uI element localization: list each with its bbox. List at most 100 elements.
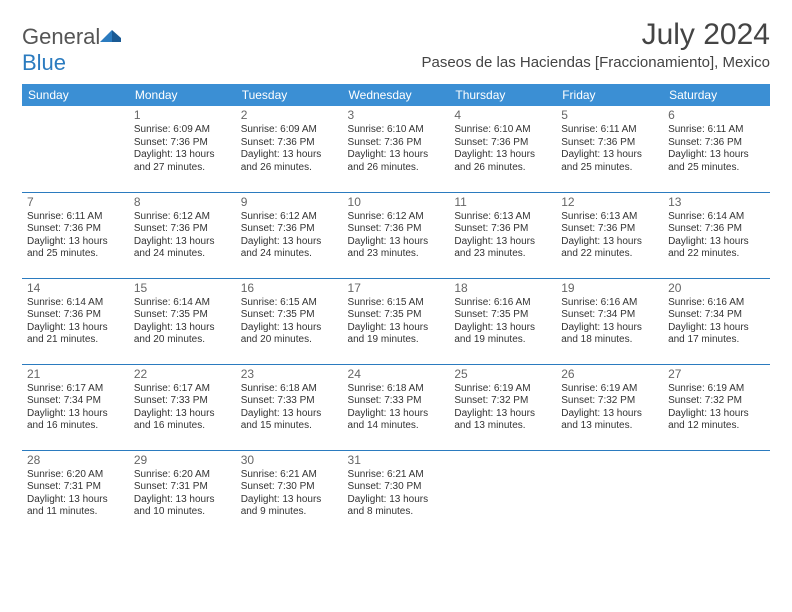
calendar-cell: 9Sunrise: 6:12 AMSunset: 7:36 PMDaylight…: [236, 192, 343, 278]
calendar-cell: [663, 450, 770, 536]
header: General Blue July 2024 Paseos de las Hac…: [22, 18, 770, 76]
day-info-line: Sunrise: 6:12 AM: [348, 211, 445, 224]
day-info-line: Sunset: 7:36 PM: [348, 223, 445, 236]
calendar-week: 21 Sunrise: 6:17 AM Sunset: 7:34 PM Dayligh…: [22, 364, 770, 450]
day-number: 3: [348, 108, 445, 123]
calendar-cell: 20Sunrise: 6:16 AMSunset: 7:34 PMDayligh…: [663, 278, 770, 364]
calendar-cell: 13Sunrise: 6:14 AMSunset: 7:36 PMDayligh…: [663, 192, 770, 278]
day-info-line: Daylight: 13 hours: [561, 322, 658, 335]
day-info-line: Sunset: 7:32 PM: [454, 395, 551, 408]
calendar-cell: 19Sunrise: 6:16 AMSunset: 7:34 PMDayligh…: [556, 278, 663, 364]
day-info-line: Sunset: 7:30 PM: [241, 481, 338, 494]
logo-mark-icon: [100, 26, 122, 44]
day-info-line: Sunrise: 6:17 AM: [134, 383, 231, 396]
day-info-line: and 16 minutes.: [27, 420, 124, 433]
day-info-line: and 13 minutes.: [454, 420, 551, 433]
logo-text: General Blue: [22, 24, 122, 76]
day-info-line: and 9 minutes.: [241, 506, 338, 519]
day-info-line: Daylight: 13 hours: [668, 322, 765, 335]
day-info-line: Sunset: 7:32 PM: [668, 395, 765, 408]
day-info-line: Daylight: 13 hours: [134, 236, 231, 249]
day-info-line: and 18 minutes.: [561, 334, 658, 347]
day-number: 26: [561, 367, 658, 382]
day-number: 25: [454, 367, 551, 382]
day-info-line: Sunset: 7:36 PM: [241, 223, 338, 236]
day-info-line: and 17 minutes.: [668, 334, 765, 347]
day-info-line: Sunset: 7:36 PM: [241, 137, 338, 150]
day-info-line: and 27 minutes.: [134, 162, 231, 175]
calendar-cell: 31Sunrise: 6:21 AMSunset: 7:30 PMDayligh…: [343, 450, 450, 536]
day-info-line: Daylight: 13 hours: [668, 408, 765, 421]
day-info-line: Sunset: 7:34 PM: [27, 395, 124, 408]
day-info-line: and 8 minutes.: [348, 506, 445, 519]
day-info-line: Sunrise: 6:15 AM: [348, 297, 445, 310]
day-info-line: and 12 minutes.: [668, 420, 765, 433]
day-info-line: Sunset: 7:36 PM: [561, 137, 658, 150]
day-info-line: Sunset: 7:36 PM: [134, 223, 231, 236]
day-number: 21: [27, 367, 124, 382]
day-info-line: Sunrise: 6:11 AM: [561, 124, 658, 137]
calendar-cell: 15Sunrise: 6:14 AMSunset: 7:35 PMDayligh…: [129, 278, 236, 364]
day-number: 7: [27, 195, 124, 210]
day-info-line: Sunset: 7:33 PM: [348, 395, 445, 408]
day-info-line: and 24 minutes.: [134, 248, 231, 261]
day-info-line: and 25 minutes.: [27, 248, 124, 261]
day-info-line: Sunset: 7:36 PM: [561, 223, 658, 236]
day-info-line: Sunset: 7:36 PM: [348, 137, 445, 150]
day-info-line: Sunset: 7:36 PM: [27, 309, 124, 322]
day-info-line: and 25 minutes.: [668, 162, 765, 175]
title-block: July 2024 Paseos de las Haciendas [Fracc…: [421, 18, 770, 71]
calendar-week: 28Sunrise: 6:20 AMSunset: 7:31 PMDayligh…: [22, 450, 770, 536]
day-info-line: and 23 minutes.: [348, 248, 445, 261]
day-info-line: and 20 minutes.: [241, 334, 338, 347]
calendar-head: SundayMondayTuesdayWednesdayThursdayFrid…: [22, 84, 770, 106]
day-number: 19: [561, 281, 658, 296]
day-info-line: Daylight: 13 hours: [134, 149, 231, 162]
day-info-line: and 14 minutes.: [348, 420, 445, 433]
day-info-line: Sunrise: 6:18 AM: [348, 383, 445, 396]
logo-word1: General: [22, 24, 100, 49]
day-number: 9: [241, 195, 338, 210]
day-number: 4: [454, 108, 551, 123]
day-info-line: Daylight: 13 hours: [241, 494, 338, 507]
day-number: 29: [134, 453, 231, 468]
calendar-cell: 21Sunrise: 6:17 AMSunset: 7:34 PMDayligh…: [22, 364, 129, 450]
day-info-line: and 24 minutes.: [241, 248, 338, 261]
calendar-cell: 12Sunrise: 6:13 AMSunset: 7:36 PMDayligh…: [556, 192, 663, 278]
day-info-line: Sunset: 7:36 PM: [454, 137, 551, 150]
day-info-line: Sunrise: 6:16 AM: [668, 297, 765, 310]
calendar-cell: 25Sunrise: 6:19 AMSunset: 7:32 PMDayligh…: [449, 364, 556, 450]
day-info-line: Sunrise: 6:18 AM: [241, 383, 338, 396]
day-info-line: Sunrise: 6:14 AM: [134, 297, 231, 310]
day-info-line: Sunrise: 6:12 AM: [241, 211, 338, 224]
day-header: Sunday: [22, 84, 129, 106]
day-header: Wednesday: [343, 84, 450, 106]
day-info-line: Sunrise: 6:15 AM: [241, 297, 338, 310]
day-number: 14: [27, 281, 124, 296]
day-number: 20: [668, 281, 765, 296]
day-number: 27: [668, 367, 765, 382]
day-number: 22: [134, 367, 231, 382]
day-number: 30: [241, 453, 338, 468]
calendar-cell: 2Sunrise: 6:09 AMSunset: 7:36 PMDaylight…: [236, 106, 343, 192]
day-info-line: Sunrise: 6:12 AM: [134, 211, 231, 224]
calendar-cell: 24Sunrise: 6:18 AMSunset: 7:33 PMDayligh…: [343, 364, 450, 450]
calendar-cell: 17Sunrise: 6:15 AMSunset: 7:35 PMDayligh…: [343, 278, 450, 364]
day-info-line: and 23 minutes.: [454, 248, 551, 261]
calendar-cell: 7Sunrise: 6:11 AMSunset: 7:36 PMDaylight…: [22, 192, 129, 278]
day-info-line: Sunrise: 6:14 AM: [27, 297, 124, 310]
calendar-cell: 10Sunrise: 6:12 AMSunset: 7:36 PMDayligh…: [343, 192, 450, 278]
calendar-cell: [556, 450, 663, 536]
day-header: Friday: [556, 84, 663, 106]
day-info-line: Sunset: 7:36 PM: [668, 137, 765, 150]
day-info-line: and 26 minutes.: [241, 162, 338, 175]
day-info-line: Sunset: 7:35 PM: [134, 309, 231, 322]
day-info-line: Sunset: 7:36 PM: [27, 223, 124, 236]
day-number: 11: [454, 195, 551, 210]
day-info-line: Sunrise: 6:09 AM: [241, 124, 338, 137]
day-info-line: and 19 minutes.: [348, 334, 445, 347]
day-header: Saturday: [663, 84, 770, 106]
day-info-line: and 10 minutes.: [134, 506, 231, 519]
day-number: 15: [134, 281, 231, 296]
day-number: 28: [27, 453, 124, 468]
